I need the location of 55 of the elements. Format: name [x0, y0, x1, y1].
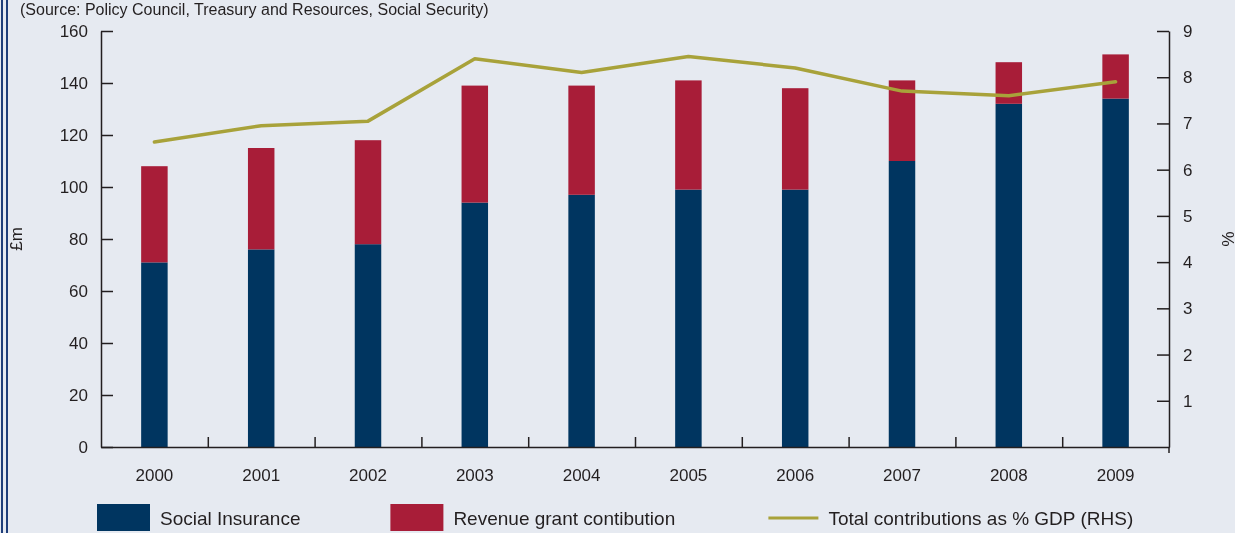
y2-tick-label: 4 [1183, 253, 1193, 273]
bar [247, 249, 275, 447]
x-tick-label: 2007 [883, 466, 921, 486]
bar [781, 88, 809, 190]
bar [995, 103, 1023, 447]
bar [568, 85, 595, 195]
y-tick-label: 140 [59, 73, 88, 93]
bar [675, 80, 702, 190]
x-tick-label: 2005 [669, 466, 708, 486]
y2-tick-label: 5 [1183, 206, 1193, 226]
y2-tick-label: 6 [1183, 160, 1193, 180]
y2-tick-label: 3 [1183, 299, 1193, 319]
bar [995, 62, 1023, 104]
bar [461, 202, 489, 447]
y2-tick-label: 9 [1183, 21, 1193, 41]
y-tick-label: 40 [69, 333, 88, 353]
bar [888, 161, 916, 447]
bar [141, 166, 168, 263]
y-tick-label: 0 [78, 437, 88, 457]
y-tick-label: 100 [59, 177, 88, 197]
legend-label: Revenue grant contibution [453, 508, 676, 529]
line-series [152, 54, 1118, 144]
text: (Source: Policy Council, Treasury and Resources, Social Security) [20, 1, 489, 18]
x-tick-label: 2003 [455, 466, 494, 486]
bar [1102, 54, 1129, 99]
y2-tick-label: 7 [1183, 114, 1193, 134]
bar [354, 140, 382, 245]
x-tick-label: 2004 [562, 466, 601, 486]
y2-tick-label: 1 [1183, 391, 1193, 411]
bar [888, 80, 916, 161]
y2-tick-label: 8 [1183, 68, 1193, 88]
x-tick-label: 2008 [989, 466, 1028, 486]
y-tick-label: 120 [59, 125, 88, 145]
bar [461, 85, 489, 203]
bar [781, 189, 809, 447]
x-tick-label: 2002 [349, 466, 387, 486]
bar [354, 244, 382, 447]
y-tick-label: 20 [69, 385, 88, 405]
y-tick-label: 80 [69, 229, 88, 249]
bar [675, 189, 702, 447]
x-tick-label: 2006 [776, 466, 815, 486]
y-axis-title: £m [7, 227, 26, 251]
y-tick-label: 160 [59, 21, 88, 41]
legend-label: Total contributions as % GDP (RHS) [828, 508, 1134, 529]
y2-axis-title: % [1218, 231, 1235, 247]
x-tick-label: 2009 [1096, 466, 1135, 486]
y-tick-label: 60 [69, 281, 88, 301]
x-tick-label: 2000 [135, 466, 174, 486]
bar [568, 194, 595, 447]
bar [1102, 98, 1129, 447]
bar [247, 148, 275, 250]
x-tick-label: 2001 [242, 466, 281, 486]
legend-label: Social Insurance [160, 508, 301, 529]
bar [141, 262, 168, 447]
y2-tick-label: 2 [1183, 345, 1193, 365]
